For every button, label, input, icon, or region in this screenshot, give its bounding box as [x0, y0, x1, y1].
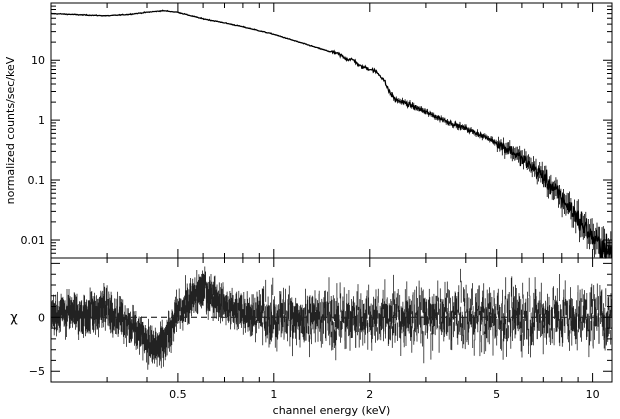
x-axis-label: channel energy (keV) [273, 404, 391, 417]
x-tick-label: 0.5 [169, 388, 187, 401]
spectrum-panel: 0.01 0.1 1 10 normalized counts/sec/keV [4, 2, 613, 259]
x-tick-labels: 0.5 1 2 5 10 [169, 388, 600, 401]
x-tick-label: 1 [270, 388, 277, 401]
spectrum-y-tick-label: 10 [31, 54, 45, 67]
residuals-tick-marks [50, 258, 612, 382]
residuals-y-tick-label: 0 [38, 311, 45, 324]
spectrum-y-tick-label: 1 [38, 114, 45, 127]
spectrum-y-tick-label: 0.01 [21, 234, 46, 247]
x-tick-label: 10 [586, 388, 600, 401]
residuals-y-tick-labels: −5 0 [29, 311, 45, 378]
residuals-panel: −5 0 0.5 1 2 5 10 χ channel energy (keV) [10, 257, 613, 417]
spectrum-panel-frame [50, 2, 613, 259]
spectrum-error-bars [389, 90, 613, 258]
residual-error-bars [51, 266, 613, 370]
x-tick-label: 2 [366, 388, 373, 401]
spectrum-data-group [50, 9, 613, 259]
residuals-y-tick-label: −5 [29, 365, 45, 378]
spectrum-y-tick-label: 0.1 [28, 174, 46, 187]
residuals-data-group [51, 266, 613, 370]
spectrum-y-tick-labels: 0.01 0.1 1 10 [21, 54, 46, 247]
residuals-y-axis-label: χ [10, 310, 18, 325]
spectrum-tick-marks [50, 2, 612, 259]
x-tick-label: 5 [493, 388, 500, 401]
residuals-axis-ticks [50, 258, 612, 382]
spectrum-axis-ticks [50, 2, 612, 259]
spectrum-series-line [50, 9, 613, 259]
spectrum-y-axis-label: normalized counts/sec/keV [4, 56, 17, 204]
